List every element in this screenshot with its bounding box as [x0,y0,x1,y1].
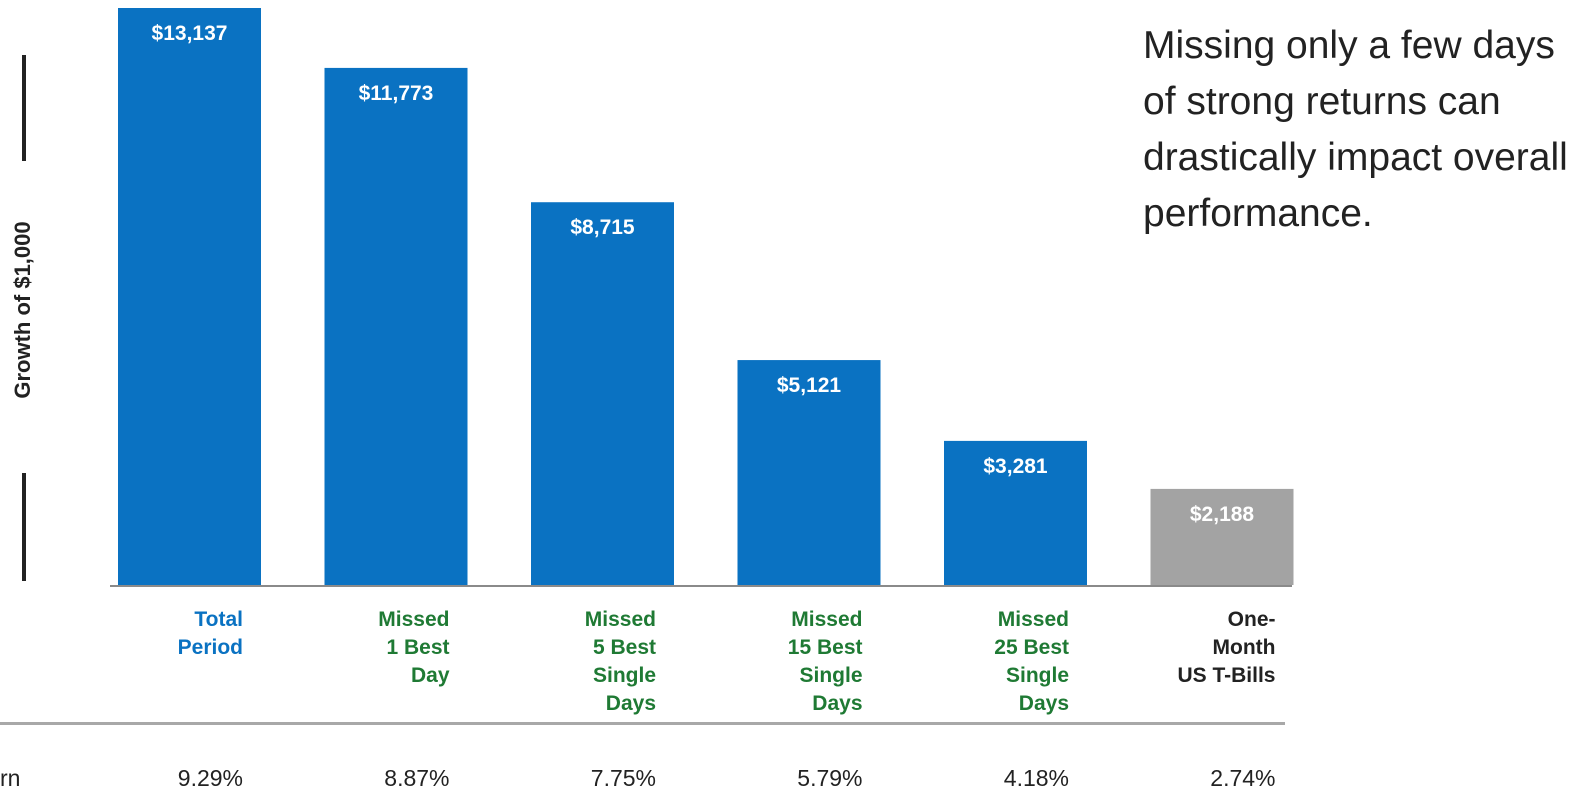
y-axis-label-wrap: Growth of $1,000 [8,180,38,440]
category-label-0: Total Period [93,606,243,662]
category-label-line: 1 Best [386,636,450,659]
return-value-1: 8.87% [384,765,450,791]
category-label-line: Days [1018,692,1069,715]
category-label-line: US T-Bills [1177,664,1276,687]
headline: Missing only a few days of strong return… [1143,24,1568,235]
category-label-5: One- Month US T-Bills [1126,606,1276,690]
category-label-line: 15 Best [787,636,863,659]
bar-5 [1150,488,1294,585]
return-value-4: 4.18% [1003,765,1069,791]
category-label-line: One- [1227,608,1276,631]
category-label-3: Missed 15 Best Single Days [713,606,863,718]
category-label-line: Single [799,664,863,687]
y-axis-bracket-top [22,55,26,161]
category-label-line: Days [605,692,656,715]
return-value-3: 5.79% [797,765,863,791]
category-label-line: 25 Best [994,636,1069,659]
bar-value-label-5: $2,188 [1190,503,1255,526]
category-label-line: Month [1212,636,1276,659]
return-value-2: 7.75% [590,765,656,791]
category-label-line: Day [410,664,450,687]
category-label-line: 5 Best [592,636,656,659]
category-label-line: Days [812,692,863,715]
category-label-line: Single [592,664,656,687]
separator-line [0,722,1285,725]
category-label-line: Missed [791,608,863,631]
category-label-1: Missed 1 Best Day [300,606,450,690]
bar-value-label-0: $13,137 [152,22,228,45]
bar-1 [324,67,468,586]
bar-2 [531,202,674,585]
category-label-2: Missed 5 Best Single Days [506,606,656,718]
bar-3 [737,360,881,585]
returns-row-label: rn [0,765,21,791]
category-label-line: Missed [378,608,450,631]
category-label-line: Missed [997,608,1069,631]
bar-value-label-3: $5,121 [777,374,842,397]
bar-0 [118,8,261,585]
return-value-0: 9.29% [177,765,243,791]
y-axis-bracket-bottom [22,473,26,581]
category-label-line: Single [1005,664,1069,687]
bar-4 [944,440,1087,585]
bar-value-label-2: $8,715 [570,216,635,239]
y-axis-label: Growth of $1,000 [10,221,35,399]
bar-value-label-1: $11,773 [359,82,434,105]
return-value-5: 2.74% [1210,765,1276,791]
category-label-4: Missed 25 Best Single Days [919,606,1069,718]
category-label-line: Period [177,636,243,659]
category-label-line: Total [194,608,243,631]
bar-value-label-4: $3,281 [983,455,1048,478]
category-label-line: Missed [584,608,656,631]
